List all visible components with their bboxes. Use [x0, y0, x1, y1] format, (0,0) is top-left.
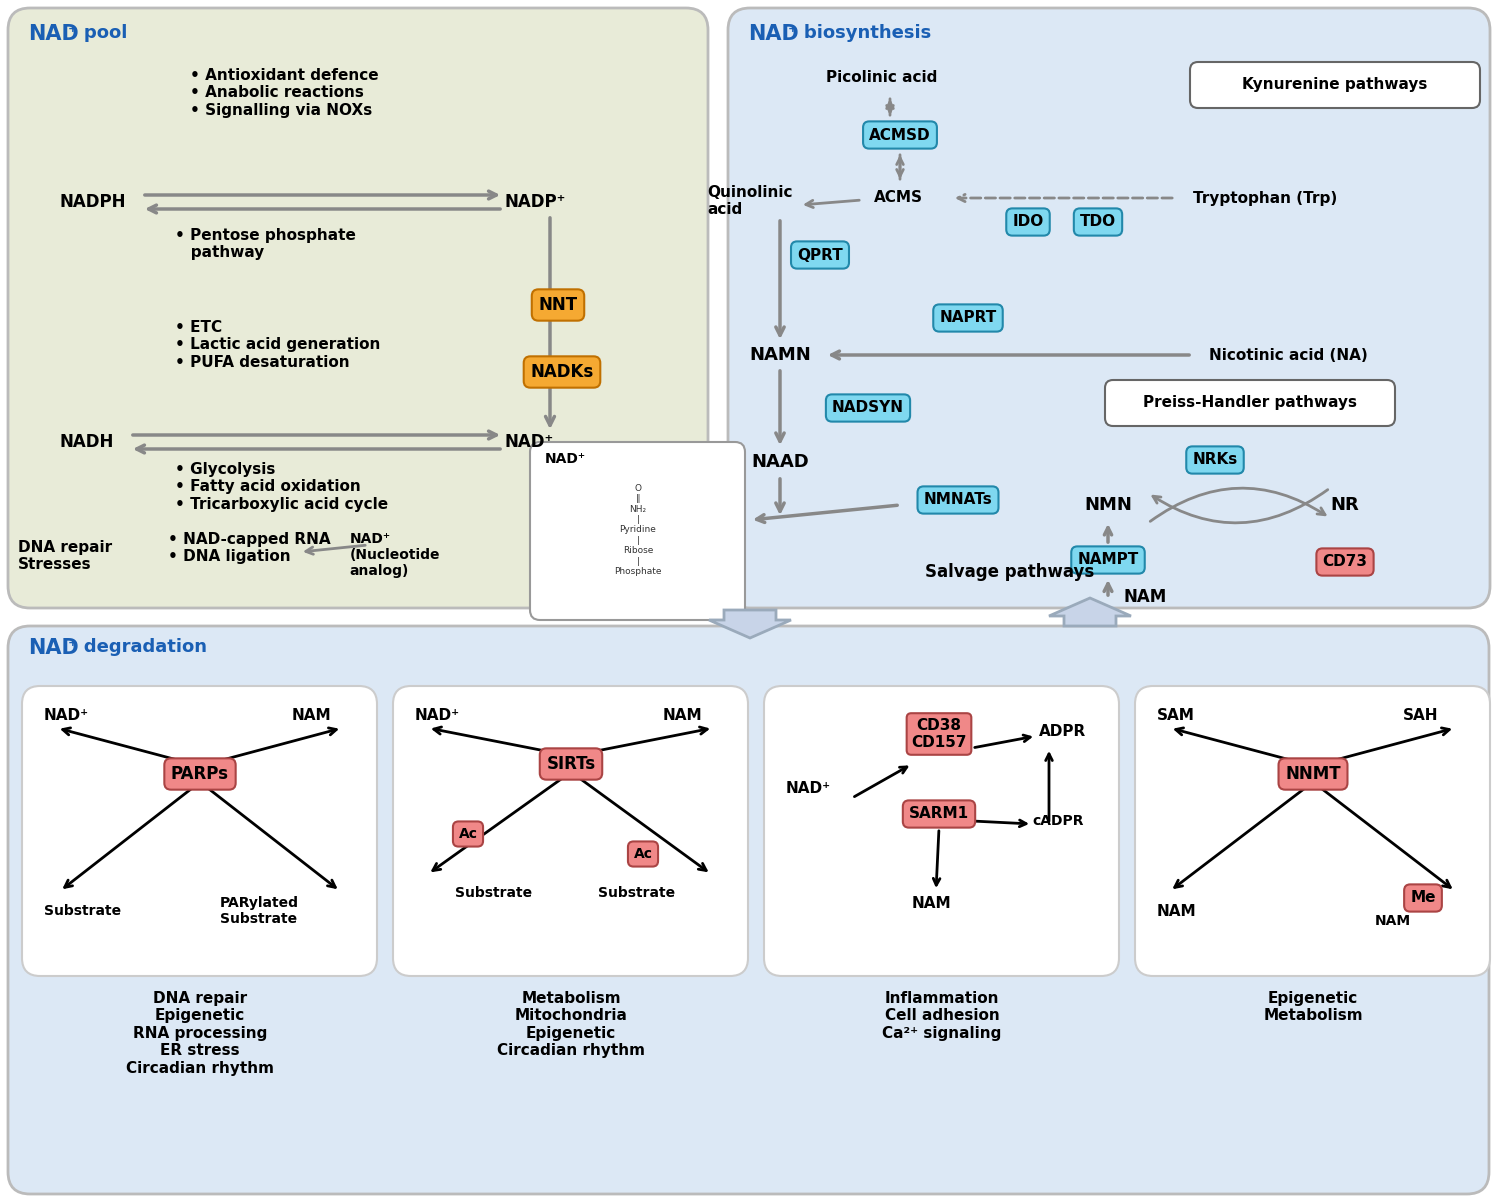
Text: NAD: NAD — [28, 24, 79, 45]
Text: NADH: NADH — [60, 433, 114, 452]
Text: NAMPT: NAMPT — [1078, 553, 1139, 567]
Text: Nicotinic acid (NA): Nicotinic acid (NA) — [1208, 348, 1367, 362]
Text: NMNATs: NMNATs — [923, 492, 992, 508]
Text: Substrate: Substrate — [456, 886, 532, 901]
Text: NADP⁺: NADP⁺ — [505, 193, 567, 211]
Text: QPRT: QPRT — [797, 248, 842, 262]
FancyArrow shape — [709, 610, 791, 638]
Text: NAM: NAM — [663, 708, 703, 722]
Text: DNA repair
Stresses: DNA repair Stresses — [18, 541, 112, 572]
Text: NNMT: NNMT — [1285, 765, 1340, 783]
Text: NAD⁺: NAD⁺ — [785, 781, 830, 796]
Text: NAD⁺: NAD⁺ — [43, 708, 88, 722]
Text: NAD⁺: NAD⁺ — [415, 708, 460, 722]
Text: CD38
CD157: CD38 CD157 — [911, 718, 967, 750]
Text: Salvage pathways: Salvage pathways — [925, 563, 1094, 582]
Text: cADPR: cADPR — [1031, 814, 1084, 828]
FancyBboxPatch shape — [1105, 380, 1396, 426]
Text: Picolinic acid: Picolinic acid — [826, 71, 938, 85]
Text: NAAD: NAAD — [751, 453, 809, 471]
Text: Quinolinic
acid: Quinolinic acid — [708, 185, 793, 218]
Text: O
‖
NH₂
|
Pyridine
|
Ribose
|
Phosphate: O ‖ NH₂ | Pyridine | Ribose | Phosphate — [615, 484, 661, 576]
FancyBboxPatch shape — [531, 442, 745, 620]
Text: • NAD-capped RNA
• DNA ligation: • NAD-capped RNA • DNA ligation — [168, 532, 331, 565]
Text: NAMN: NAMN — [750, 346, 811, 364]
Text: ⁺ pool: ⁺ pool — [67, 24, 127, 42]
Text: SIRTs: SIRTs — [547, 755, 595, 773]
FancyBboxPatch shape — [7, 8, 708, 608]
Text: PARPs: PARPs — [171, 765, 229, 783]
Text: NNT: NNT — [538, 296, 577, 314]
Text: ⁺ degradation: ⁺ degradation — [67, 638, 207, 656]
Text: NAM: NAM — [1375, 914, 1411, 928]
Text: NAD⁺: NAD⁺ — [505, 433, 555, 452]
Text: PARylated
Substrate: PARylated Substrate — [220, 896, 298, 926]
Text: CD73: CD73 — [1322, 555, 1367, 569]
Text: Ac: Ac — [634, 846, 652, 861]
FancyBboxPatch shape — [7, 626, 1489, 1194]
Text: ACMSD: ACMSD — [869, 128, 931, 142]
Text: Ac: Ac — [459, 827, 478, 842]
Text: NR: NR — [1331, 496, 1360, 514]
Text: Tryptophan (Trp): Tryptophan (Trp) — [1193, 190, 1337, 206]
Text: • Glycolysis
• Fatty acid oxidation
• Tricarboxylic acid cycle: • Glycolysis • Fatty acid oxidation • Tr… — [175, 462, 388, 512]
Text: SAH: SAH — [1403, 708, 1439, 722]
Text: TDO: TDO — [1079, 214, 1117, 230]
FancyBboxPatch shape — [1190, 61, 1480, 108]
Text: NAM: NAM — [1157, 904, 1196, 919]
FancyBboxPatch shape — [393, 686, 748, 976]
Text: NAD⁺: NAD⁺ — [546, 452, 586, 466]
Text: Epigenetic
Metabolism: Epigenetic Metabolism — [1264, 991, 1363, 1023]
Text: SAM: SAM — [1157, 708, 1195, 722]
Text: NAM: NAM — [292, 708, 331, 722]
Text: NAD: NAD — [748, 24, 799, 45]
Text: Kynurenine pathways: Kynurenine pathways — [1243, 77, 1427, 93]
Text: Inflammation
Cell adhesion
Ca²⁺ signaling: Inflammation Cell adhesion Ca²⁺ signalin… — [883, 991, 1001, 1040]
Text: ⁺ biosynthesis: ⁺ biosynthesis — [788, 24, 931, 42]
Text: ADPR: ADPR — [1039, 724, 1087, 739]
Text: NADKs: NADKs — [531, 362, 594, 380]
FancyBboxPatch shape — [764, 686, 1118, 976]
Text: • Pentose phosphate
   pathway: • Pentose phosphate pathway — [175, 228, 355, 260]
Text: NAD⁺
(Nucleotide
analog): NAD⁺ (Nucleotide analog) — [349, 532, 441, 578]
Text: Substrate: Substrate — [43, 904, 121, 917]
Text: NADSYN: NADSYN — [832, 401, 904, 415]
FancyArrow shape — [1049, 598, 1132, 626]
Text: NAD: NAD — [28, 638, 79, 659]
Text: Me: Me — [1411, 891, 1436, 905]
Text: • ETC
• Lactic acid generation
• PUFA desaturation: • ETC • Lactic acid generation • PUFA de… — [175, 320, 381, 370]
Text: NMN: NMN — [1084, 496, 1132, 514]
FancyBboxPatch shape — [1135, 686, 1490, 976]
Text: IDO: IDO — [1012, 214, 1043, 230]
Text: DNA repair
Epigenetic
RNA processing
ER stress
Circadian rhythm: DNA repair Epigenetic RNA processing ER … — [126, 991, 274, 1075]
Text: NRKs: NRKs — [1192, 453, 1238, 467]
Text: NAPRT: NAPRT — [940, 311, 997, 325]
Text: Preiss-Handler pathways: Preiss-Handler pathways — [1144, 395, 1357, 411]
Text: • Antioxidant defence
• Anabolic reactions
• Signalling via NOXs: • Antioxidant defence • Anabolic reactio… — [190, 67, 379, 118]
Text: Metabolism
Mitochondria
Epigenetic
Circadian rhythm: Metabolism Mitochondria Epigenetic Circa… — [498, 991, 645, 1058]
Text: NADPH: NADPH — [60, 193, 126, 211]
FancyBboxPatch shape — [729, 8, 1490, 608]
Text: Substrate: Substrate — [598, 886, 675, 901]
Text: NAM: NAM — [1123, 588, 1166, 606]
Text: ACMS: ACMS — [874, 190, 922, 206]
Text: SARM1: SARM1 — [908, 807, 968, 821]
FancyBboxPatch shape — [22, 686, 378, 976]
Text: NAM: NAM — [911, 896, 952, 911]
